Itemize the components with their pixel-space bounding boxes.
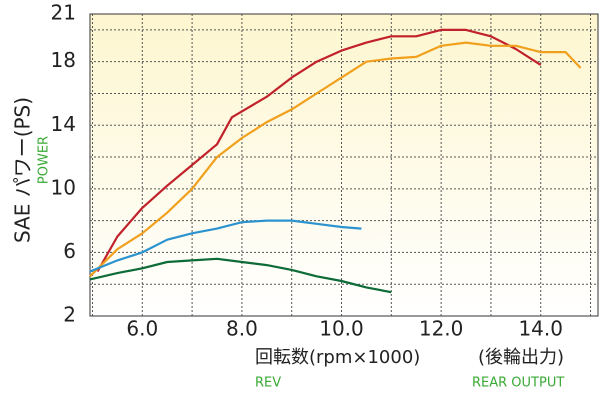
y-tick-label: 18 [51,48,76,72]
x-tick-label: 12.0 [419,317,464,341]
y-tick-label: 10 [51,175,76,199]
y-axis-label: SAE パワー(PS) [11,97,35,243]
x-tick-label: 8.0 [226,317,258,341]
series-line [89,257,392,294]
y-tick-label: 6 [63,239,76,263]
y-axis-sublabel: POWER [37,136,52,184]
y-tick-label: 21 [51,1,76,25]
plot-area [89,13,599,317]
x-axis-note: (後輪出力) [478,347,564,368]
y-tick-label: 2 [63,303,76,327]
x-tick-label: 14.0 [518,317,563,341]
x-tick-label: 10.0 [319,317,364,341]
x-axis-sublabel: REV [255,376,281,391]
x-axis-label: 回転数(rpm×1000) [255,347,420,368]
x-axis-note-sublabel: REAR OUTPUT [472,376,564,391]
x-tick-label: 6.0 [126,317,158,341]
y-tick-label: 14 [51,112,76,136]
series-line [89,41,582,278]
series-line [89,219,362,273]
series-line [96,28,542,273]
